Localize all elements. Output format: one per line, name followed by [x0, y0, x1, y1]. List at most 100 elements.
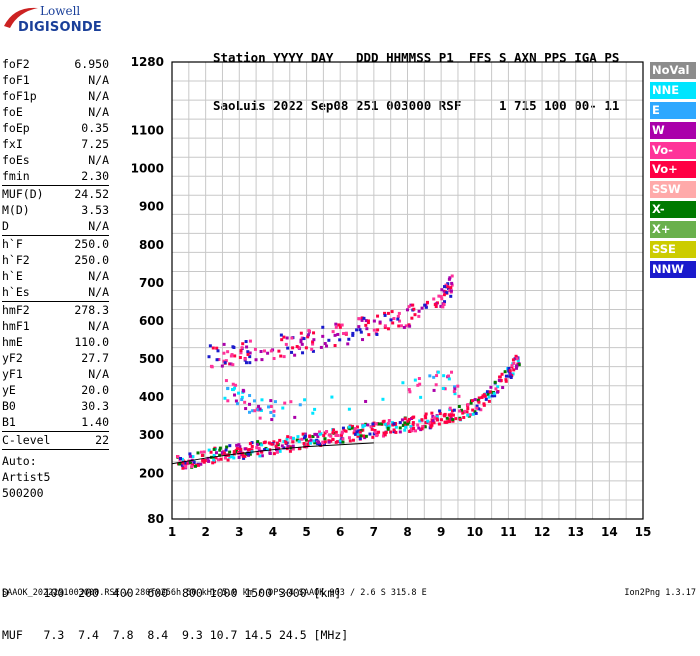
echo-mark: [361, 424, 365, 428]
echo-mark: [353, 427, 357, 431]
echo-mark: [386, 426, 390, 430]
echo-mark: [399, 324, 403, 328]
echo-mark: [351, 331, 355, 335]
echo-mark: [432, 297, 436, 301]
echo-mark: [374, 430, 378, 434]
echo-mark: [490, 394, 494, 398]
param-key: yF1: [2, 367, 23, 381]
echo-mark: [228, 455, 232, 459]
echo-mark: [384, 430, 388, 434]
echo-mark: [420, 427, 424, 431]
echo-mark: [298, 403, 302, 407]
echo-mark: [429, 425, 433, 429]
param-value: 1.40: [81, 415, 109, 429]
echo-mark: [279, 354, 283, 358]
echo-mark: [486, 392, 490, 396]
echo-mark: [300, 342, 304, 346]
echo-mark: [348, 439, 352, 443]
echo-mark: [397, 311, 401, 315]
echo-mark: [365, 327, 369, 331]
echo-mark: [313, 432, 317, 436]
echo-mark: [447, 377, 451, 381]
echo-mark: [316, 435, 320, 439]
echo-mark: [329, 439, 333, 443]
echo-mark: [410, 429, 414, 433]
legend-entry: NNE: [650, 81, 696, 99]
echo-mark: [434, 305, 438, 309]
echo-mark: [295, 345, 299, 349]
echo-mark: [341, 426, 345, 430]
echo-mark: [313, 407, 317, 411]
echo-mark: [190, 465, 194, 469]
echo-mark: [448, 413, 452, 417]
echo-mark: [297, 346, 301, 350]
echo-mark: [403, 417, 407, 421]
y-tick-label: 80: [147, 512, 164, 526]
param-value: 30.3: [81, 399, 109, 413]
echo-mark: [211, 346, 215, 350]
echo-mark: [378, 320, 382, 324]
echo-mark: [404, 425, 408, 429]
echo-mark: [288, 449, 292, 453]
echo-mark: [372, 432, 376, 436]
echo-mark: [222, 351, 226, 355]
echo-mark: [477, 396, 481, 400]
muf-distance-row: D 100 200 400 600 800 1000 1500 3000 [km…: [2, 586, 342, 600]
echo-mark: [203, 459, 207, 463]
echo-mark: [188, 454, 192, 458]
echo-mark: [347, 436, 351, 440]
echo-mark: [355, 425, 359, 429]
legend-entry: X+: [650, 221, 696, 239]
param-row: M(D) 3.53: [2, 202, 109, 218]
echo-mark: [181, 461, 185, 465]
echo-mark: [207, 459, 211, 463]
param-row: h`F 250.0: [2, 236, 109, 252]
param-key: C-level: [2, 433, 51, 447]
echo-mark: [272, 414, 276, 418]
echo-mark: [248, 410, 252, 414]
echo-mark: [191, 463, 195, 467]
echo-mark: [441, 305, 445, 309]
echo-mark: [473, 410, 477, 414]
echo-mark: [222, 359, 226, 363]
echo-mark: [357, 325, 361, 329]
echo-mark: [241, 454, 245, 458]
echo-mark: [383, 324, 387, 328]
echo-mark: [223, 456, 227, 460]
echo-mark: [417, 426, 421, 430]
param-key: fmin: [2, 169, 30, 183]
echo-mark: [273, 400, 277, 404]
param-key: h`F2: [2, 253, 30, 267]
echo-mark: [209, 450, 213, 454]
echo-mark: [248, 402, 252, 406]
x-tick-label: 14: [601, 525, 618, 539]
echo-mark: [497, 378, 501, 382]
echo-mark: [304, 346, 308, 350]
echo-mark: [504, 379, 508, 383]
echo-mark: [323, 437, 327, 441]
echo-mark: [515, 364, 519, 368]
echo-mark: [250, 448, 254, 452]
echo-mark: [302, 442, 306, 446]
echo-mark: [246, 350, 250, 354]
echo-mark: [255, 446, 259, 450]
echo-mark: [407, 388, 411, 392]
echo-mark: [309, 438, 313, 442]
autoscaling-info: Artist5: [2, 470, 51, 484]
echo-mark: [176, 455, 180, 459]
echo-mark: [234, 449, 238, 453]
echo-mark: [509, 375, 513, 379]
echo-mark: [401, 423, 405, 427]
echo-mark: [216, 349, 220, 353]
echo-mark: [458, 409, 462, 413]
echo-mark: [387, 424, 391, 428]
echo-mark: [372, 423, 376, 427]
echo-mark: [242, 389, 246, 393]
echo-mark: [211, 461, 215, 465]
echo-mark: [327, 338, 331, 342]
echo-mark: [457, 394, 461, 398]
param-row: foE N/A: [2, 104, 109, 120]
echo-mark: [475, 406, 479, 410]
echo-mark: [215, 358, 219, 362]
echo-mark: [392, 428, 396, 432]
